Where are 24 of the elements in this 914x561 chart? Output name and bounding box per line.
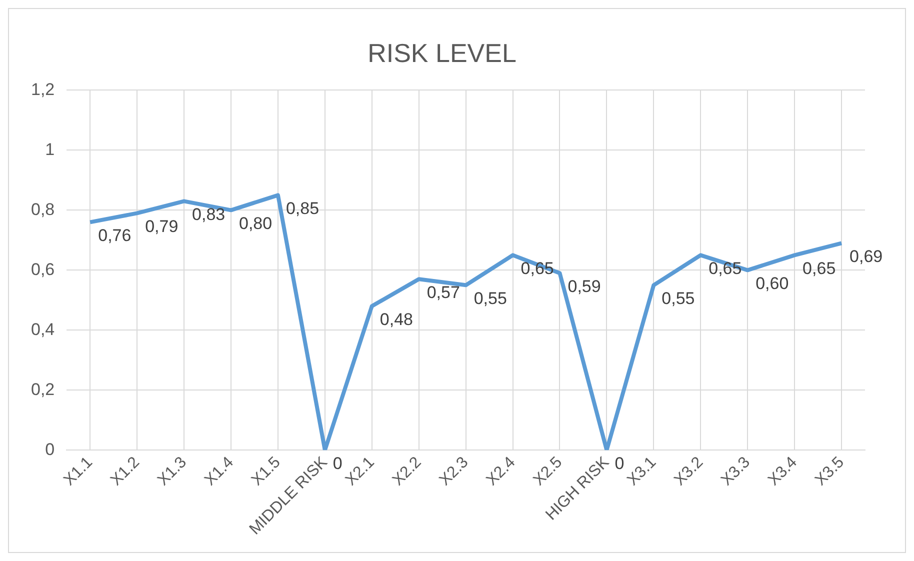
y-tick-label: 1 — [45, 140, 55, 159]
y-tick-label: 0,2 — [30, 380, 55, 399]
data-label: 0,65 — [708, 258, 742, 278]
data-label: 0,85 — [286, 198, 320, 218]
data-label: 0,80 — [239, 214, 272, 233]
y-tick-label: 0,6 — [30, 260, 55, 279]
data-label: 0,59 — [568, 276, 601, 296]
data-label: 0,83 — [192, 204, 226, 224]
data-label: 0 — [332, 454, 342, 473]
data-label: 0,55 — [474, 288, 507, 308]
data-label: 0,57 — [426, 282, 460, 302]
y-tick-label: 0,8 — [30, 200, 55, 219]
data-label: 0 — [614, 454, 624, 473]
y-tick-label: 0,4 — [30, 320, 55, 339]
data-label: 0,48 — [380, 310, 413, 329]
data-label: 0,79 — [145, 216, 178, 236]
data-label: 0,55 — [662, 288, 695, 308]
data-label: 0,69 — [850, 246, 883, 266]
data-label: 0,65 — [802, 258, 836, 278]
chart-title: RISK LEVEL — [368, 38, 516, 68]
data-label: 0,76 — [98, 226, 132, 245]
data-label: 0,60 — [756, 274, 789, 293]
y-tick-label: 0 — [45, 440, 55, 459]
y-tick-label: 1,2 — [30, 80, 55, 99]
